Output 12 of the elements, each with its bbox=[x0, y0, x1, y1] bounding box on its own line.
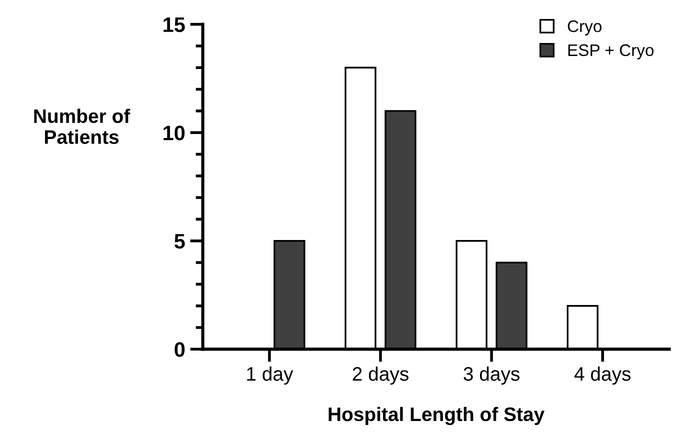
y-tick-label: 0 bbox=[174, 342, 185, 357]
legend-label: Cryo bbox=[568, 20, 602, 36]
legend-label: ESP + Cryo bbox=[568, 44, 654, 60]
x-tick-label: 1 day bbox=[247, 366, 294, 385]
y-tick-label: 10 bbox=[164, 126, 185, 140]
x-tick-label: 2 days bbox=[352, 366, 408, 385]
x-tick-label: 3 days bbox=[464, 366, 520, 385]
x-tick-label: 4 days bbox=[574, 366, 631, 385]
y-axis-title: Number of Patients bbox=[34, 108, 130, 144]
y-tick-label: 15 bbox=[164, 18, 185, 32]
x-axis-title: Hospital Length of Stay bbox=[328, 406, 544, 426]
y-tick-label: 5 bbox=[174, 234, 185, 249]
